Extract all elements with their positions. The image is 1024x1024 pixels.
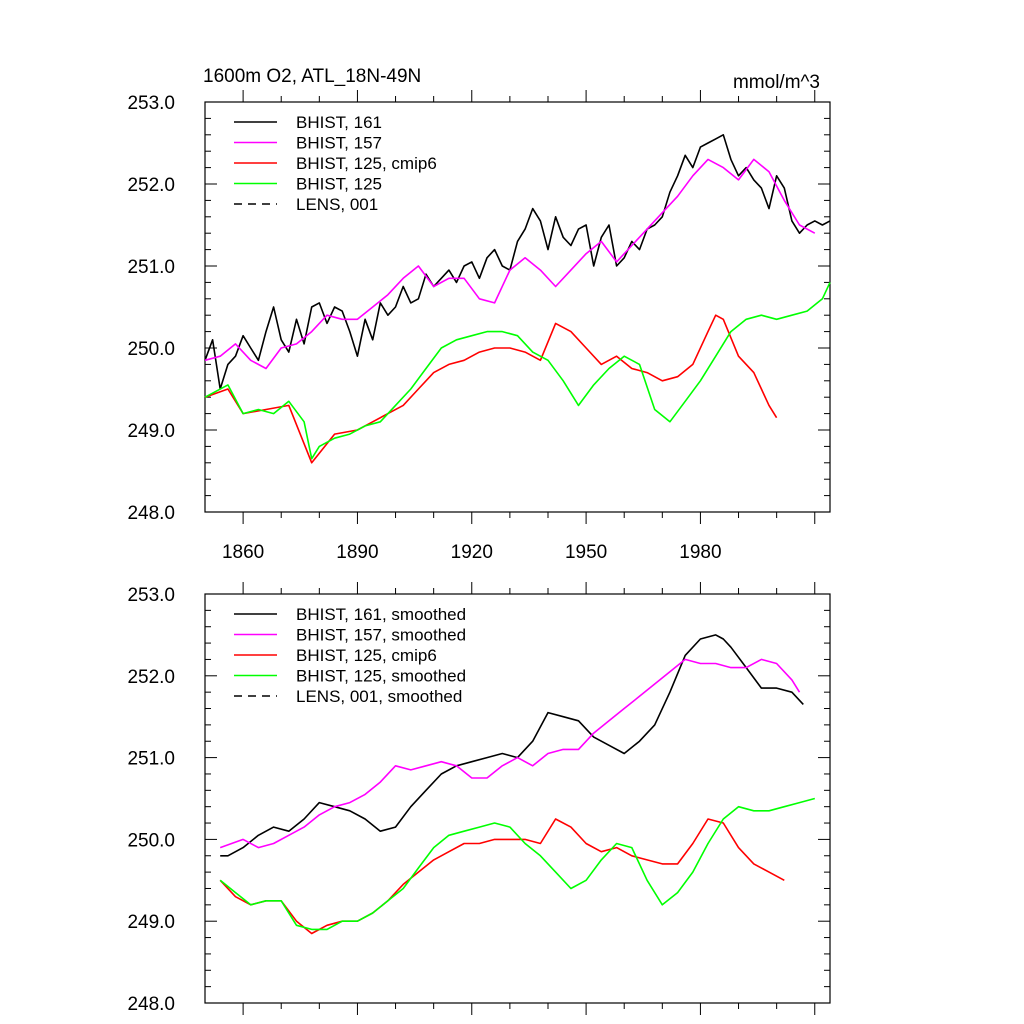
panel-2: 253.0 252.0 251.0 250.0 249.0 248.0 BHIST, 161…	[127, 582, 831, 1015]
legend-label: BHIST, 157, smoothed	[296, 626, 466, 645]
y-tick-label: 249.0	[127, 421, 175, 442]
x-tick-label: 1890	[336, 542, 378, 563]
legend-label: BHIST, 161	[296, 113, 382, 132]
y-tick-label: 249.0	[127, 912, 175, 933]
y-tick-label: 250.0	[127, 339, 175, 360]
x-tick-label: 1950	[565, 542, 607, 563]
series-line-3	[204, 314, 778, 464]
y-tick-label: 250.0	[127, 830, 175, 851]
units-label: mmol/m^3	[733, 72, 820, 93]
plot-frame	[204, 101, 831, 513]
panel-1: 253.0 252.0 251.0 250.0 249.0 248.0 1860 1890 19…	[127, 66, 831, 563]
legend-label: BHIST, 125, cmip6	[296, 646, 437, 665]
x-tick-label: 1860	[222, 542, 264, 563]
plot-frame	[204, 593, 831, 1004]
legend-label: BHIST, 125, smoothed	[296, 667, 466, 686]
y-tick-label: 252.0	[127, 667, 175, 688]
legend-label: BHIST, 157	[296, 134, 382, 153]
legend-label: LENS, 001, smoothed	[296, 687, 462, 706]
x-tick-label: 1920	[451, 542, 493, 563]
series-line-2	[219, 658, 801, 849]
y-tick-label: 248.0	[127, 994, 175, 1015]
series-line-4	[204, 282, 831, 460]
series-line-3	[219, 818, 785, 935]
y-tick-label: 251.0	[127, 257, 175, 278]
y-tick-label: 253.0	[127, 93, 175, 114]
y-tick-label: 253.0	[127, 585, 175, 606]
series-line-4	[219, 797, 816, 931]
legend-label: BHIST, 161, smoothed	[296, 605, 466, 624]
x-tick-label: 1980	[679, 542, 721, 563]
chart-title: 1600m O2, ATL_18N-49N	[203, 66, 421, 87]
series-line-1	[204, 134, 831, 390]
y-tick-label: 248.0	[127, 503, 175, 524]
y-tick-label: 252.0	[127, 175, 175, 196]
series-line-2	[204, 158, 816, 370]
legend-label: BHIST, 125	[296, 175, 382, 194]
legend-label: BHIST, 125, cmip6	[296, 154, 437, 173]
y-tick-label: 251.0	[127, 749, 175, 770]
legend-label: LENS, 001	[296, 195, 378, 214]
